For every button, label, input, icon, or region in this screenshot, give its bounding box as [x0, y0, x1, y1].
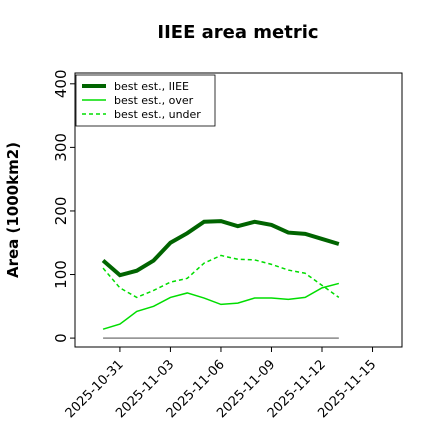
y-axis-label: Area (1000km2) — [4, 142, 22, 278]
series-line — [102, 254, 340, 299]
legend-label: best est., IIEE — [114, 80, 189, 93]
y-tick-label: 100 — [52, 260, 70, 289]
chart-title: IIEE area metric — [157, 22, 318, 43]
y-tick-label: 300 — [52, 133, 70, 162]
legend-label: best est., under — [114, 108, 201, 121]
series-line — [102, 282, 340, 330]
y-tick-label: 400 — [52, 69, 70, 98]
y-tick-label: 0 — [52, 333, 70, 343]
legend-label: best est., over — [114, 94, 194, 107]
y-tick-label: 200 — [52, 197, 70, 226]
series-line — [101, 219, 340, 278]
plot-frame — [74, 72, 403, 348]
